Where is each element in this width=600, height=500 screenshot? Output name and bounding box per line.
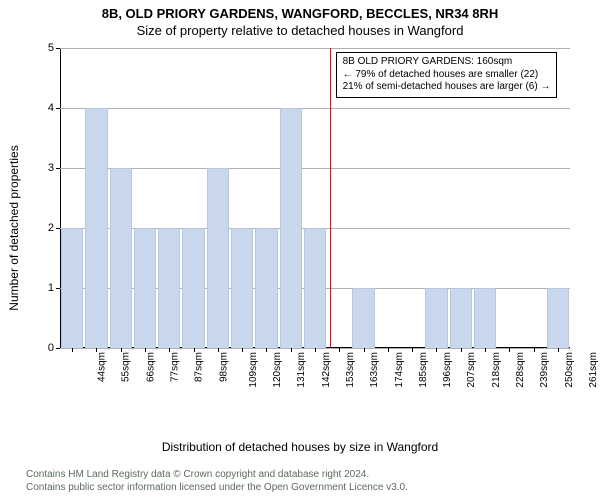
reference-line (330, 48, 331, 348)
ytick-label: 0 (48, 342, 60, 354)
annotation-line-3: 21% of semi-detached houses are larger (… (343, 81, 551, 94)
xtick-label: 131sqm (297, 352, 308, 388)
xtick-label: 185sqm (418, 352, 429, 388)
xtick-mark (315, 348, 316, 352)
histogram-bar (85, 108, 107, 348)
annotation-line-2: ← 79% of detached houses are smaller (22… (343, 69, 551, 82)
histogram-bar (231, 228, 253, 348)
xtick-label: 44sqm (97, 352, 108, 382)
xtick-mark (72, 348, 73, 352)
xtick-mark (364, 348, 365, 352)
histogram-bar (547, 288, 569, 348)
histogram-bar (182, 228, 204, 348)
xtick-mark (534, 348, 535, 352)
xtick-mark (509, 348, 510, 352)
histogram-bar (304, 228, 326, 348)
histogram-bar (207, 168, 229, 348)
xtick-mark (218, 348, 219, 352)
xtick-label: 66sqm (145, 352, 156, 382)
annotation-line-1: 8B OLD PRIORY GARDENS: 160sqm (343, 56, 551, 69)
page-subtitle: Size of property relative to detached ho… (0, 23, 600, 38)
histogram-bar (255, 228, 277, 348)
annotation-box: 8B OLD PRIORY GARDENS: 160sqm← 79% of de… (336, 52, 558, 98)
xtick-label: 196sqm (442, 352, 453, 388)
xtick-mark (121, 348, 122, 352)
xtick-label: 109sqm (248, 352, 259, 388)
xtick-label: 87sqm (194, 352, 205, 382)
xtick-label: 77sqm (170, 352, 181, 382)
xtick-mark (266, 348, 267, 352)
attribution-footer: Contains HM Land Registry data © Crown c… (26, 468, 408, 494)
histogram-bar (425, 288, 447, 348)
plot-area: 01234544sqm55sqm66sqm77sqm87sqm98sqm109s… (60, 48, 570, 348)
xtick-mark (194, 348, 195, 352)
ytick-label: 3 (48, 162, 60, 174)
ytick-label: 4 (48, 102, 60, 114)
xtick-mark (388, 348, 389, 352)
xtick-mark (291, 348, 292, 352)
ytick-label: 5 (48, 42, 60, 54)
xtick-label: 174sqm (394, 352, 405, 388)
xtick-label: 261sqm (588, 352, 599, 388)
xtick-mark (412, 348, 413, 352)
x-axis-label: Distribution of detached houses by size … (162, 440, 438, 454)
footer-line-1: Contains HM Land Registry data © Crown c… (26, 468, 408, 481)
histogram-bar (110, 168, 132, 348)
xtick-mark (485, 348, 486, 352)
histogram-bar (450, 288, 472, 348)
xtick-mark (436, 348, 437, 352)
gridline (60, 168, 570, 169)
xtick-mark (242, 348, 243, 352)
xtick-mark (169, 348, 170, 352)
xtick-label: 98sqm (218, 352, 229, 382)
xtick-mark (96, 348, 97, 352)
xtick-mark (461, 348, 462, 352)
xtick-label: 207sqm (467, 352, 478, 388)
xtick-label: 250sqm (564, 352, 575, 388)
footer-line-2: Contains public sector information licen… (26, 481, 408, 494)
xtick-label: 120sqm (272, 352, 283, 388)
xtick-mark (145, 348, 146, 352)
histogram-bar (61, 228, 83, 348)
ytick-label: 1 (48, 282, 60, 294)
xtick-label: 218sqm (491, 352, 502, 388)
histogram-bar (134, 228, 156, 348)
xtick-label: 153sqm (345, 352, 356, 388)
chart-container: Number of detached properties 01234544sq… (20, 48, 580, 408)
xtick-label: 239sqm (539, 352, 550, 388)
xtick-mark (339, 348, 340, 352)
xtick-label: 142sqm (321, 352, 332, 388)
histogram-bar (280, 108, 302, 348)
xtick-mark (558, 348, 559, 352)
histogram-bar (158, 228, 180, 348)
xtick-label: 163sqm (369, 352, 380, 388)
gridline (60, 108, 570, 109)
page-title: 8B, OLD PRIORY GARDENS, WANGFORD, BECCLE… (0, 6, 600, 21)
histogram-bar (474, 288, 496, 348)
histogram-bar (352, 288, 374, 348)
xtick-label: 55sqm (121, 352, 132, 382)
y-axis-label: Number of detached properties (7, 145, 21, 310)
gridline (60, 48, 570, 49)
ytick-label: 2 (48, 222, 60, 234)
xtick-label: 228sqm (515, 352, 526, 388)
